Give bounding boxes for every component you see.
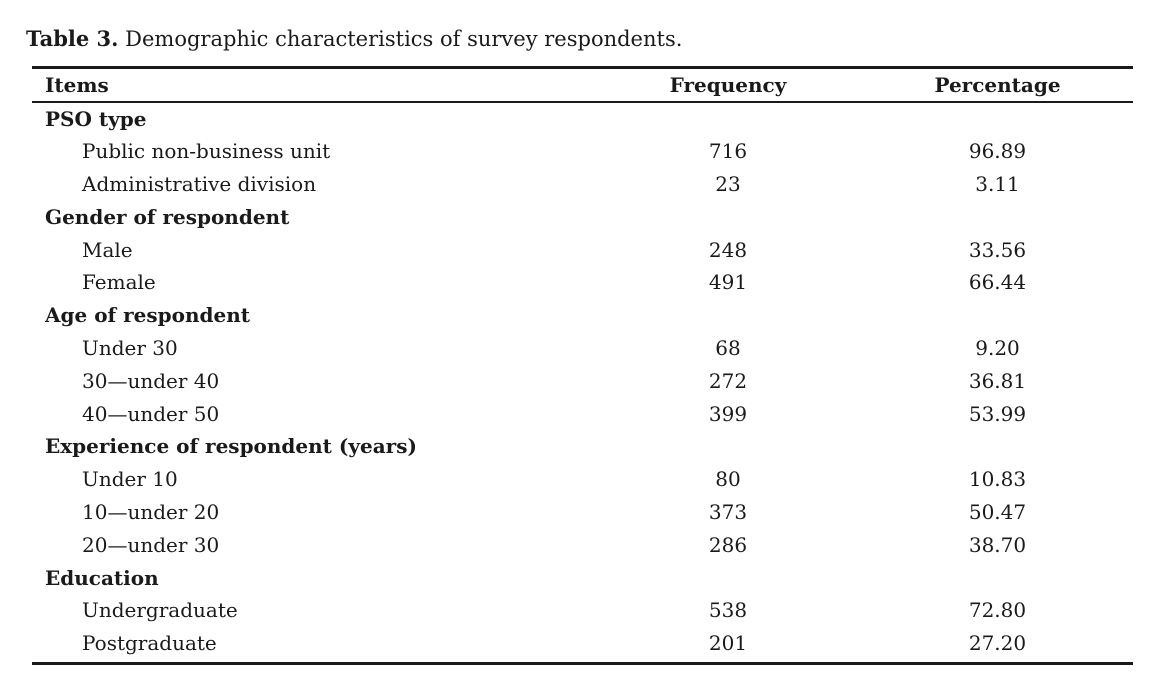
- demographics-table: Items Frequency Percentage PSO type Publi…: [32, 66, 1133, 666]
- group-title: Experience of respondent (years): [45, 434, 417, 459]
- group-row: Gender of respondent: [32, 201, 1133, 234]
- table-row: Administrative division 23 3.11: [32, 168, 1133, 201]
- table-row: Female 491 66.44: [32, 266, 1133, 299]
- table-bottom-rule: [32, 662, 1133, 666]
- row-percentage-value: 10.83: [968, 467, 1027, 492]
- table-row: Under 10 80 10.83: [32, 463, 1133, 496]
- row-item-label: Postgraduate: [82, 631, 217, 656]
- table-caption-text: Demographic characteristics of survey re…: [118, 27, 683, 51]
- row-item-label: 20—under 30: [82, 532, 220, 557]
- row-item-label: Public non-business unit: [82, 139, 331, 164]
- row-item-label: Administrative division: [82, 172, 317, 197]
- table-row: 30—under 40 272 36.81: [32, 365, 1133, 398]
- table-row: Undergraduate 538 72.80: [32, 594, 1133, 627]
- group-percentage-cell: [842, 103, 1133, 136]
- row-frequency-value: 68: [715, 336, 741, 361]
- group-frequency-cell: [592, 201, 842, 234]
- group-row: Education: [32, 562, 1133, 595]
- row-frequency-value: 23: [715, 172, 741, 197]
- row-frequency-value: 399: [708, 401, 748, 426]
- group-row: Age of respondent: [32, 299, 1133, 332]
- row-percentage-value: 53.99: [968, 401, 1027, 426]
- table-caption: Table 3. Demographic characteristics of …: [26, 24, 682, 54]
- group-row: PSO type: [32, 103, 1133, 136]
- table-top-rule: [32, 66, 1133, 69]
- row-frequency-value: 248: [708, 237, 748, 262]
- group-frequency-cell: [592, 430, 842, 463]
- header-items: Items: [45, 73, 109, 97]
- row-percentage-value: 27.20: [968, 631, 1027, 656]
- row-percentage-value: 33.56: [968, 237, 1027, 262]
- group-frequency-cell: [592, 562, 842, 595]
- row-frequency-value: 201: [708, 631, 748, 656]
- row-item-label: 10—under 20: [82, 500, 220, 525]
- table-row: 10—under 20 373 50.47: [32, 496, 1133, 529]
- group-title: Age of respondent: [45, 303, 250, 328]
- row-item-label: Under 10: [82, 467, 178, 492]
- group-percentage-cell: [842, 299, 1133, 332]
- row-percentage-value: 96.89: [968, 139, 1027, 164]
- header-frequency: Frequency: [669, 73, 787, 97]
- group-row: Experience of respondent (years): [32, 430, 1133, 463]
- group-frequency-cell: [592, 299, 842, 332]
- group-percentage-cell: [842, 562, 1133, 595]
- header-row: Items Frequency Percentage: [32, 69, 1133, 101]
- group-percentage-cell: [842, 201, 1133, 234]
- table-body: PSO type Public non-business unit 716 96.89…: [32, 103, 1133, 661]
- table-row: 20—under 30 286 38.70: [32, 529, 1133, 562]
- row-percentage-value: 9.20: [975, 336, 1020, 361]
- table-row: Under 30 68 9.20: [32, 332, 1133, 365]
- row-frequency-value: 80: [715, 467, 741, 492]
- table-row: Postgraduate 201 27.20: [32, 627, 1133, 660]
- row-frequency-value: 716: [708, 139, 748, 164]
- group-title: Education: [45, 565, 159, 590]
- group-title: Gender of respondent: [45, 204, 290, 229]
- group-percentage-cell: [842, 430, 1133, 463]
- table-row: 40—under 50 399 53.99: [32, 398, 1133, 431]
- row-frequency-value: 538: [708, 598, 748, 623]
- header-percentage: Percentage: [934, 73, 1061, 97]
- row-percentage-value: 50.47: [968, 500, 1027, 525]
- row-item-label: 40—under 50: [82, 401, 220, 426]
- row-item-label: Undergraduate: [82, 598, 238, 623]
- group-frequency-cell: [592, 103, 842, 136]
- row-percentage-value: 36.81: [968, 368, 1027, 393]
- table-row: Male 248 33.56: [32, 234, 1133, 267]
- table-row: Public non-business unit 716 96.89: [32, 135, 1133, 168]
- table-header-rule: [32, 101, 1133, 103]
- row-item-label: Female: [82, 270, 156, 295]
- row-percentage-value: 66.44: [968, 270, 1027, 295]
- row-item-label: Male: [82, 237, 133, 262]
- row-frequency-value: 373: [708, 500, 748, 525]
- group-title: PSO type: [45, 106, 147, 131]
- row-item-label: Under 30: [82, 336, 178, 361]
- row-frequency-value: 272: [708, 368, 748, 393]
- row-frequency-value: 491: [708, 270, 748, 295]
- row-frequency-value: 286: [708, 532, 748, 557]
- table-caption-label: Table 3.: [26, 26, 119, 51]
- row-percentage-value: 72.80: [968, 598, 1027, 623]
- row-percentage-value: 3.11: [975, 172, 1020, 197]
- row-percentage-value: 38.70: [968, 532, 1027, 557]
- table-header: Items Frequency Percentage: [32, 69, 1133, 101]
- row-item-label: 30—under 40: [82, 368, 220, 393]
